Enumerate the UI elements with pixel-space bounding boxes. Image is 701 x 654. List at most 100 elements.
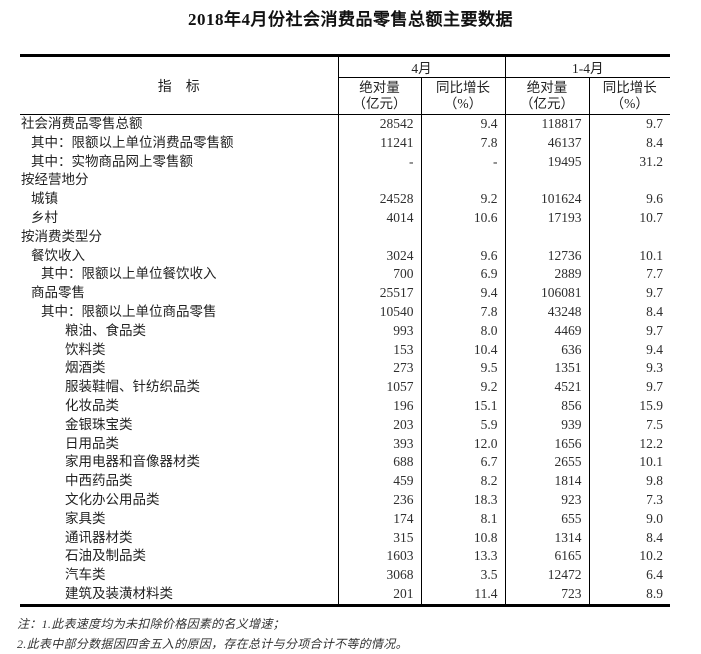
- indicator-cell: 文化办公用品类: [65, 491, 160, 507]
- subcolumn-label-line1: 绝对量: [526, 80, 568, 95]
- table-row: 餐饮收入 3024 9.6 12736 10.1: [20, 246, 670, 266]
- value-cell: 700: [337, 265, 421, 285]
- value-cell: 655: [504, 509, 589, 529]
- value-cell: 723: [504, 584, 589, 606]
- value-cell: 15.1: [420, 396, 505, 416]
- value-cell: 174: [337, 509, 421, 529]
- value-cell: 28542: [337, 114, 421, 134]
- value-cell: 9.6: [420, 246, 505, 266]
- value-cell: 10.4: [420, 340, 505, 360]
- table-row: 日用品类 393 12.0 1656 12.2: [20, 434, 670, 454]
- value-cell: 9.7: [588, 378, 670, 397]
- value-cell: [337, 227, 421, 247]
- subcolumn-header-absolute-jan-apr: 绝对量 （亿元）: [504, 77, 589, 115]
- value-cell: [420, 171, 505, 191]
- value-cell: [588, 227, 670, 247]
- value-cell: 9.6: [588, 190, 670, 209]
- value-cell: 8.1: [420, 509, 505, 529]
- value-cell: 8.2: [420, 472, 505, 491]
- indicator-cell: 餐饮收入: [31, 247, 85, 263]
- value-cell: 201: [337, 584, 421, 606]
- value-cell: 9.4: [420, 284, 505, 303]
- value-cell: 2889: [504, 265, 589, 285]
- indicator-header-cell: 指 标: [20, 55, 339, 115]
- table-body: 社会消费品零售总额 28542 9.4 118817 9.7 其中：限额以上单位消费品零售…: [20, 114, 670, 606]
- value-cell: 9.4: [420, 114, 505, 134]
- subcolumn-label-line2: （%）: [443, 96, 483, 111]
- indicator-cell: 城镇: [31, 191, 58, 207]
- value-cell: 10540: [337, 302, 421, 322]
- value-cell: [504, 227, 589, 247]
- subcolumn-label-line2: （%）: [610, 96, 649, 111]
- note-line-1: 注：1.此表速度均为未扣除价格因素的名义增速；: [17, 616, 285, 631]
- value-cell: 10.8: [420, 528, 505, 548]
- value-cell: 1057: [337, 378, 421, 397]
- indicator-cell: 通讯器材类: [65, 529, 133, 545]
- table-row: 乡村 4014 10.6 17193 10.7: [20, 208, 670, 228]
- value-cell: 9.8: [588, 472, 670, 491]
- indicator-cell: 金银珠宝类: [65, 416, 133, 432]
- value-cell: 9.3: [588, 359, 670, 379]
- value-cell: 636: [504, 340, 589, 360]
- value-cell: 153: [337, 340, 421, 360]
- subcolumn-header-growth-jan-apr: 同比增长 （%）: [588, 77, 670, 115]
- table-row: 其中：限额以上单位消费品零售额 11241 7.8 46137 8.4: [20, 133, 670, 153]
- table-row: 社会消费品零售总额 28542 9.4 118817 9.7: [20, 114, 670, 134]
- indicator-cell: 化妆品类: [65, 397, 119, 413]
- indicator-cell: 石油及制品类: [65, 548, 146, 564]
- table-row: 文化办公用品类 236 18.3 923 7.3: [20, 490, 670, 510]
- table-header: 指 标 4月 1-4月 绝对量 （亿元） 同比增长 （%） 绝对量 （亿元）: [20, 55, 670, 115]
- value-cell: 12.0: [420, 434, 505, 454]
- indicator-cell: 商品零售: [31, 285, 85, 301]
- value-cell: 3068: [337, 566, 421, 585]
- value-cell: 43248: [504, 302, 589, 322]
- group-header-row: 指 标 4月 1-4月: [20, 55, 670, 115]
- value-cell: 19495: [504, 152, 589, 172]
- indicator-cell: 其中：实物商品网上零售额: [31, 153, 193, 169]
- value-cell: 4521: [504, 378, 589, 397]
- page-title: 2018年4月份社会消费品零售总额主要数据: [188, 10, 513, 29]
- value-cell: 688: [337, 453, 421, 473]
- value-cell: 993: [337, 321, 421, 341]
- value-cell: 393: [337, 434, 421, 454]
- value-cell: 203: [337, 415, 421, 435]
- subcolumn-label-line1: 同比增长: [436, 80, 490, 95]
- value-cell: 8.4: [588, 133, 670, 153]
- value-cell: 7.3: [588, 490, 670, 510]
- value-cell: 856: [504, 396, 589, 416]
- value-cell: 7.5: [588, 415, 670, 435]
- value-cell: 273: [337, 359, 421, 379]
- value-cell: 10.1: [588, 453, 670, 473]
- indicator-cell: 其中：限额以上单位餐饮收入: [41, 266, 217, 282]
- value-cell: 3024: [337, 246, 421, 266]
- table-row: 商品零售 25517 9.4 106081 9.7: [20, 284, 670, 303]
- data-table: 指 标 4月 1-4月 绝对量 （亿元） 同比增长 （%） 绝对量 （亿元）: [20, 54, 670, 607]
- indicator-cell: 其中：限额以上单位消费品零售额: [31, 134, 234, 150]
- value-cell: 118817: [504, 114, 589, 134]
- subcolumn-label-line2: （亿元）: [352, 96, 407, 111]
- table-row: 饮料类 153 10.4 636 9.4: [20, 340, 670, 360]
- month-group-header-jan-apr: 1-4月: [504, 55, 670, 78]
- table-row: 其中：实物商品网上零售额 - -19495 31.2: [20, 152, 670, 172]
- table-row: 家具类 174 8.1 655 9.0: [20, 509, 670, 529]
- value-cell: 939: [504, 415, 589, 435]
- table-row: 按经营地分: [20, 171, 670, 191]
- value-cell: 9.2: [420, 190, 505, 209]
- table-row: 城镇 24528 9.2 101624 9.6: [20, 190, 670, 209]
- value-cell: 9.7: [588, 321, 670, 341]
- value-cell: 9.2: [420, 378, 505, 397]
- value-cell: 3.5: [420, 566, 505, 585]
- value-cell: 12472: [504, 566, 589, 585]
- value-cell: [588, 171, 670, 191]
- value-cell: 8.4: [588, 302, 670, 322]
- value-cell: 106081: [504, 284, 589, 303]
- value-cell: -: [337, 152, 421, 172]
- note-line-2: 2.此表中部分数据因四舍五入的原因，存在总计与分项合计不等的情况。: [17, 636, 408, 651]
- value-cell: 6.4: [588, 566, 670, 585]
- table-row: 服装鞋帽、针纺织品类 1057 9.2 4521 9.7: [20, 378, 670, 397]
- value-cell: 8.9: [588, 584, 670, 606]
- table-row: 化妆品类 196 15.1 856 15.9: [20, 396, 670, 416]
- value-cell: 9.5: [420, 359, 505, 379]
- value-cell: 31.2: [588, 152, 670, 172]
- value-cell: 9.0: [588, 509, 670, 529]
